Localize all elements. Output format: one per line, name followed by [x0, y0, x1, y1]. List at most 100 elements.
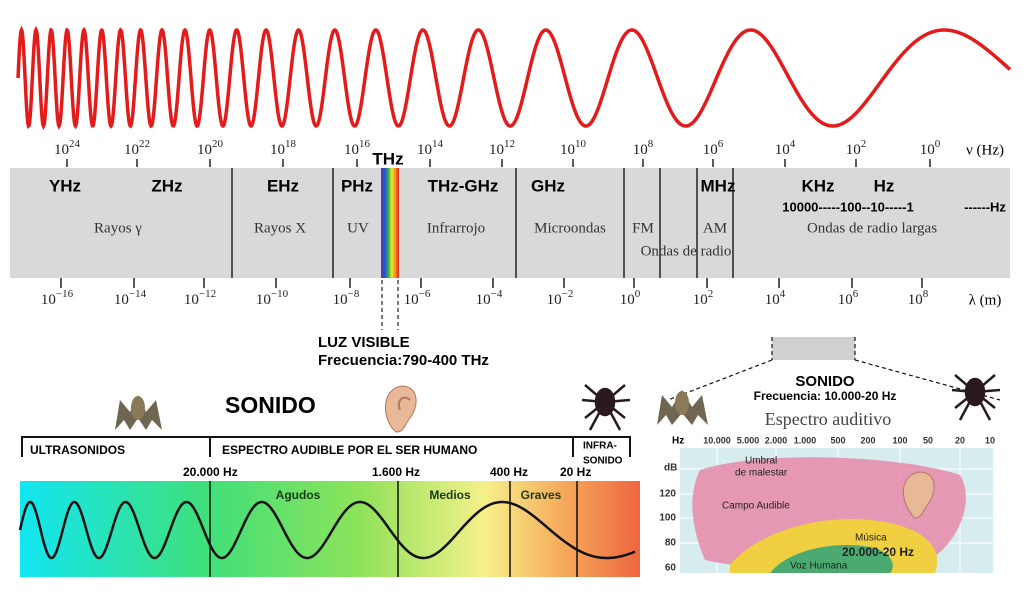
wavelength-tick-label: 104 — [765, 288, 786, 309]
hearing-area-label: de malestar — [735, 468, 788, 479]
wavelength-tick-label: 106 — [838, 288, 859, 309]
tick-base: 10 — [693, 292, 708, 308]
hearing-title: SONIDO — [795, 373, 855, 390]
tick-exponent: 22 — [139, 138, 150, 150]
tick-base: 10 — [256, 292, 271, 308]
sound-wave — [18, 500, 636, 560]
frequency-tick-label: 1014 — [417, 138, 444, 159]
frequency-tick-label: 104 — [775, 138, 796, 159]
wavelength-tick-label: 102 — [693, 288, 714, 309]
hearing-x-label: 200 — [860, 435, 875, 445]
hearing-area-label: 20.000-20 Hz — [842, 545, 914, 559]
wavelength-tick-label: 10−8 — [333, 288, 360, 309]
wavelength-tick-label: 10−12 — [184, 288, 216, 309]
frequency-tick-label: 100 — [920, 138, 941, 159]
region-label: Ondas de radio largas — [807, 220, 937, 236]
wavelength-unit: λ (m) — [969, 292, 1002, 308]
frequency-tick-label: 102 — [846, 138, 867, 159]
tick-exponent: 14 — [432, 138, 444, 150]
tick-base: 10 — [476, 292, 491, 308]
frequency-tick-label: 106 — [703, 138, 724, 159]
zoom-box — [772, 337, 855, 360]
frequency-tick-label: 1018 — [270, 138, 297, 159]
bat-icon-right — [657, 390, 708, 425]
region-label: Ondas de radio — [641, 243, 732, 259]
region-label: Rayos X — [254, 220, 306, 236]
hearing-x-unit: Hz — [672, 436, 684, 447]
region-label: FM — [632, 220, 654, 236]
region-label: AM — [703, 220, 727, 236]
tick-base: 10 — [775, 142, 790, 158]
range-label: INFRA- — [583, 441, 617, 452]
tick-exponent: −12 — [199, 288, 216, 300]
band-label: EHz — [267, 176, 299, 195]
tick-exponent: −2 — [562, 288, 574, 300]
tick-base: 10 — [197, 142, 212, 158]
tick-base: 10 — [124, 142, 139, 158]
wavelength-tick-label: 10−14 — [114, 288, 147, 309]
hearing-frequency: Frecuencia: 10.000-20 Hz — [754, 389, 897, 403]
tick-exponent: 6 — [853, 288, 859, 300]
tick-exponent: −4 — [491, 288, 503, 300]
tick-exponent: 20 — [212, 138, 224, 150]
tick-exponent: −14 — [129, 288, 147, 300]
region-label: Infrarrojo — [427, 220, 485, 236]
hearing-y-label: 100 — [659, 513, 676, 524]
hearing-chart-title: Espectro auditivo — [765, 409, 891, 429]
hearing-area-label: Voz Humana — [790, 561, 848, 572]
visible-strip — [381, 168, 399, 278]
tick-exponent: 24 — [69, 138, 81, 150]
tick-base: 10 — [560, 142, 575, 158]
frequency-tick-label: 108 — [633, 138, 654, 159]
limit-label: 1.600 Hz — [372, 465, 420, 479]
wavelength-tick-label: 10−2 — [547, 288, 574, 309]
tick-exponent: −6 — [419, 288, 431, 300]
tick-base: 10 — [417, 142, 432, 158]
limit-label: 400 Hz — [490, 465, 528, 479]
tick-base: 10 — [765, 292, 780, 308]
decimal-scale: 10000-----100--10-----1 — [782, 199, 913, 214]
tick-base: 10 — [838, 292, 853, 308]
sound-title: SONIDO — [225, 392, 316, 418]
ear-icon-chart — [902, 471, 935, 519]
range-label: ULTRASONIDOS — [30, 443, 125, 457]
range-brackets — [21, 436, 631, 457]
audio-gradient — [20, 481, 640, 577]
band-label: KHz — [801, 176, 834, 195]
tick-exponent: −8 — [348, 288, 360, 300]
tick-exponent: 2 — [708, 288, 714, 300]
frequency-tick-label: 1024 — [54, 138, 81, 159]
visible-title: LUZ VISIBLE — [318, 334, 410, 351]
band-label: ZHz — [151, 176, 182, 195]
tick-exponent: 2 — [861, 138, 867, 150]
region-label: UV — [347, 220, 369, 236]
tick-exponent: 4 — [790, 138, 796, 150]
tick-base: 10 — [404, 292, 419, 308]
band-separators — [231, 168, 734, 278]
wavelength-tick-label: 100 — [620, 288, 641, 309]
wavelength-tick-label: 10−6 — [404, 288, 431, 309]
tick-exponent: 16 — [359, 138, 371, 150]
tick-base: 10 — [620, 292, 635, 308]
band-label: THz — [372, 149, 403, 168]
bat-icon — [115, 395, 162, 430]
wavelength-tick-label: 108 — [908, 288, 929, 309]
visible-frequency: Frecuencia:790-400 THz — [318, 352, 489, 369]
hearing-y-label: 60 — [665, 563, 677, 574]
tick-base: 10 — [920, 142, 935, 158]
wavelength-tick-label: 10−16 — [41, 288, 74, 309]
voice-area — [770, 545, 893, 573]
hearing-x-label: 20 — [955, 435, 965, 445]
zone-label: Agudos — [276, 488, 321, 502]
tick-exponent: −10 — [271, 288, 289, 300]
tick-base: 10 — [333, 292, 348, 308]
spectrum-band — [10, 168, 1010, 278]
hearing-x-label: 10.000 — [703, 435, 731, 445]
hearing-x-label: 50 — [923, 435, 933, 445]
tick-base: 10 — [633, 142, 648, 158]
tick-exponent: 0 — [635, 288, 641, 300]
tick-exponent: 12 — [504, 138, 515, 150]
band-label: GHz — [531, 176, 565, 195]
hearing-area-label: Música — [855, 533, 887, 544]
